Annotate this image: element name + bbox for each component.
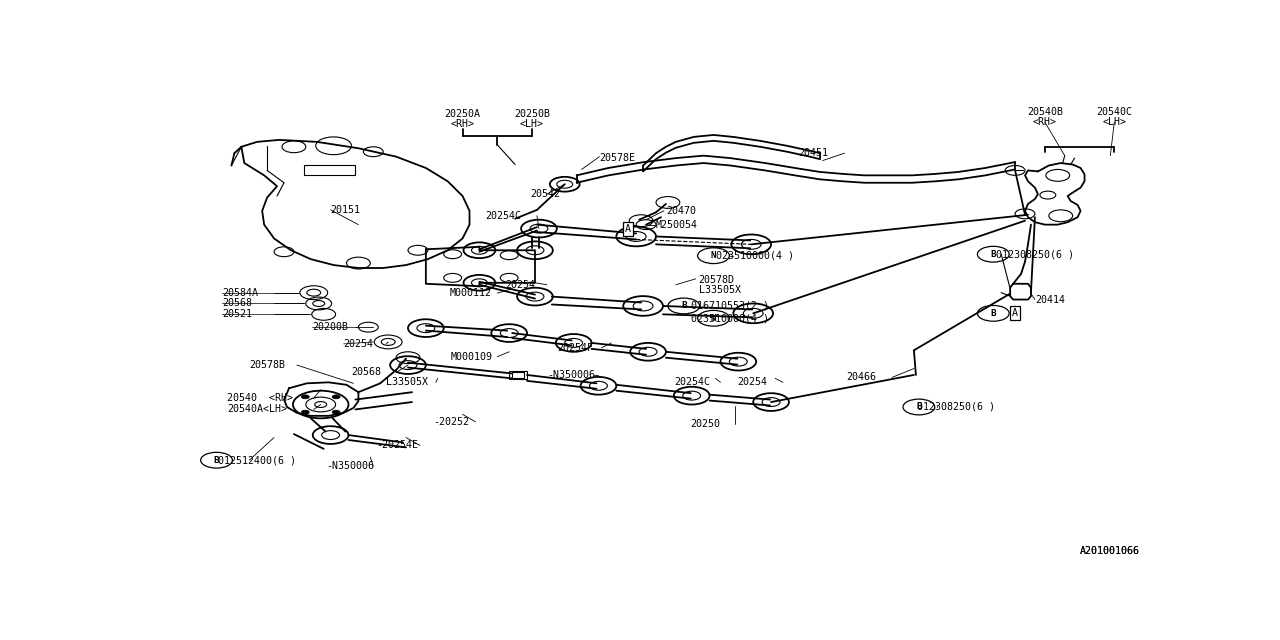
- Text: 20250A: 20250A: [444, 109, 480, 119]
- Text: <LH>: <LH>: [1102, 117, 1126, 127]
- Text: A201001066: A201001066: [1080, 546, 1140, 556]
- Text: -N350006: -N350006: [547, 370, 595, 380]
- Text: 20540  <RH>: 20540 <RH>: [228, 393, 293, 403]
- Text: 20578D: 20578D: [699, 275, 735, 285]
- Text: B: B: [681, 301, 686, 310]
- Text: 20540B: 20540B: [1027, 108, 1062, 117]
- Bar: [509, 371, 527, 380]
- Text: 20254: 20254: [343, 339, 374, 349]
- Text: 012512400(6 ): 012512400(6 ): [218, 455, 296, 465]
- Text: -20254E: -20254E: [376, 440, 419, 451]
- Text: <RH>: <RH>: [451, 118, 475, 129]
- Circle shape: [333, 395, 340, 399]
- Text: A: A: [1012, 308, 1018, 318]
- Text: 20254: 20254: [737, 378, 767, 387]
- Text: N: N: [710, 314, 717, 323]
- Text: 012308250(6 ): 012308250(6 ): [916, 402, 995, 412]
- Text: A: A: [625, 223, 631, 234]
- Circle shape: [301, 410, 310, 414]
- Text: 20254: 20254: [506, 280, 535, 290]
- Text: 20540A<LH>: 20540A<LH>: [228, 404, 288, 415]
- Text: B: B: [991, 250, 996, 259]
- Text: B: B: [991, 309, 996, 318]
- Text: 012308250(6 ): 012308250(6 ): [996, 249, 1074, 259]
- Text: 20578E: 20578E: [599, 153, 635, 163]
- Text: 016710553(2 ): 016710553(2 ): [691, 301, 769, 311]
- Text: 20578B: 20578B: [250, 360, 285, 370]
- Text: 20200B: 20200B: [312, 322, 348, 332]
- Text: 20254F: 20254F: [557, 343, 593, 353]
- Text: N: N: [710, 251, 717, 260]
- Text: B: B: [214, 456, 219, 465]
- Text: 20250: 20250: [691, 419, 721, 429]
- Text: <RH>: <RH>: [1033, 117, 1057, 127]
- Text: 20568: 20568: [352, 367, 381, 378]
- Text: 20542: 20542: [530, 189, 561, 199]
- Text: 20584A: 20584A: [223, 287, 259, 298]
- Text: 023510000(4 ): 023510000(4 ): [691, 313, 769, 323]
- Bar: [512, 372, 524, 378]
- Text: B: B: [916, 403, 922, 412]
- Text: A201001066: A201001066: [1080, 546, 1140, 556]
- Text: 20451: 20451: [797, 148, 828, 158]
- Circle shape: [301, 395, 310, 399]
- Text: 20254C: 20254C: [485, 211, 521, 221]
- Text: L33505X: L33505X: [699, 285, 741, 295]
- Circle shape: [333, 410, 340, 414]
- Text: 20254C: 20254C: [673, 378, 710, 387]
- Text: 20250B: 20250B: [515, 109, 550, 119]
- Text: 023510000(4 ): 023510000(4 ): [716, 251, 794, 260]
- Bar: [303, 164, 356, 175]
- Text: M250054: M250054: [657, 220, 698, 230]
- Text: M000109: M000109: [451, 352, 493, 362]
- Text: 20151: 20151: [330, 205, 361, 215]
- Text: 20521: 20521: [223, 309, 252, 319]
- Text: <LH>: <LH>: [520, 118, 544, 129]
- Text: 20466: 20466: [846, 372, 877, 383]
- Text: M000112: M000112: [449, 288, 492, 298]
- Text: -20252: -20252: [433, 417, 468, 427]
- Text: -N350006: -N350006: [326, 461, 375, 471]
- Text: 20414: 20414: [1036, 294, 1065, 305]
- Text: 20470: 20470: [666, 206, 696, 216]
- Text: 20568: 20568: [223, 298, 252, 308]
- Text: L33505X: L33505X: [387, 378, 429, 387]
- Text: 20540C: 20540C: [1096, 108, 1133, 117]
